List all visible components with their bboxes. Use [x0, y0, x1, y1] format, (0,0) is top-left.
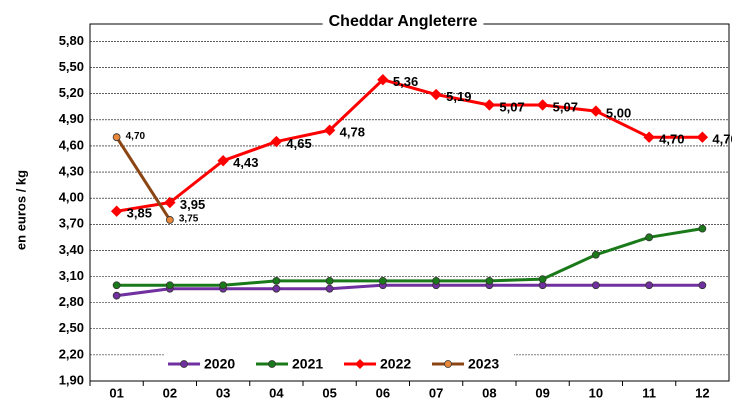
marker [112, 133, 121, 142]
y-tick-label: 4,30 [59, 163, 84, 178]
value-label: 5,07 [553, 99, 578, 114]
y-tick-label: 5,80 [59, 33, 84, 48]
series-line [116, 78, 703, 213]
value-label: 4,70 [659, 132, 684, 147]
marker [591, 250, 600, 259]
marker [325, 284, 334, 293]
value-label: 4,78 [340, 125, 365, 140]
x-tick-label: 02 [163, 385, 177, 400]
x-tick-label: 01 [109, 385, 123, 400]
x-tick-label: 08 [482, 385, 496, 400]
marker [323, 124, 336, 136]
y-tick-label: 4,90 [59, 111, 84, 126]
marker [164, 196, 176, 209]
legend-marker [180, 360, 188, 368]
value-label: 4,43 [233, 155, 258, 170]
legend-marker [355, 359, 365, 369]
marker [698, 224, 707, 233]
marker [270, 135, 283, 148]
y-tick-label: 4,60 [59, 137, 84, 152]
y-tick-label: 3,10 [59, 268, 84, 283]
y-tick-label: 3,40 [59, 242, 84, 257]
value-label: 5,07 [499, 99, 524, 114]
title-box [322, 13, 484, 35]
series-line [116, 227, 703, 287]
marker [538, 275, 547, 284]
marker [272, 284, 281, 293]
series-line [116, 283, 703, 298]
y-tick-label: 3,70 [59, 216, 84, 231]
marker [698, 281, 707, 290]
marker [325, 276, 334, 285]
marker [590, 105, 602, 117]
y-tick-label: 5,50 [59, 59, 84, 74]
marker [483, 99, 496, 111]
y-tick-label: 4,00 [59, 190, 84, 205]
value-label: 3,85 [127, 206, 152, 221]
marker [430, 88, 442, 101]
marker [645, 281, 654, 290]
legend-marker [444, 360, 452, 368]
marker [165, 216, 174, 224]
marker [112, 281, 121, 290]
series-line [115, 136, 172, 221]
x-tick-label: 10 [589, 385, 603, 400]
x-tick-label: 04 [269, 385, 284, 400]
y-tick-label: 2,50 [59, 320, 84, 335]
marker [696, 131, 709, 143]
y-tick-label: 2,20 [59, 346, 84, 361]
marker [591, 281, 600, 290]
value-label: 4,65 [286, 136, 311, 151]
value-label: 4,70 [126, 131, 146, 142]
marker [485, 276, 494, 285]
value-label: 3,75 [179, 214, 199, 225]
value-label: 5,00 [606, 106, 631, 121]
legend-label: 2022 [380, 356, 411, 372]
marker [378, 276, 387, 285]
chart-title: Cheddar Angleterre [329, 13, 478, 30]
x-tick-label: 11 [642, 385, 656, 400]
marker [112, 291, 121, 300]
x-tick-label: 09 [535, 385, 549, 400]
y-tick-label: 2,80 [59, 294, 84, 309]
marker [643, 131, 655, 143]
marker [165, 281, 174, 290]
value-label: 5,19 [446, 89, 471, 104]
marker [645, 233, 654, 242]
legend-label: 2021 [292, 356, 323, 372]
value-label: 4,70 [712, 132, 732, 147]
marker [432, 276, 441, 285]
x-tick-label: 07 [429, 385, 443, 400]
legend-label: 2023 [468, 356, 499, 372]
marker [217, 154, 229, 167]
x-tick-label: 06 [376, 385, 390, 400]
y-tick-label: 1,90 [59, 372, 84, 387]
value-label: 3,95 [180, 197, 205, 212]
marker [272, 276, 281, 285]
legend-label: 2020 [204, 356, 235, 372]
x-tick-label: 03 [216, 385, 230, 400]
marker [377, 74, 389, 86]
marker [536, 99, 549, 111]
y-axis-label: en euros / kg [13, 170, 28, 250]
legend-marker [268, 360, 276, 368]
x-tick-label: 12 [695, 385, 709, 400]
x-tick-label: 05 [322, 385, 336, 400]
value-label: 5,36 [393, 74, 418, 89]
marker [219, 281, 228, 290]
marker [110, 205, 123, 217]
y-tick-label: 5,20 [59, 85, 84, 100]
